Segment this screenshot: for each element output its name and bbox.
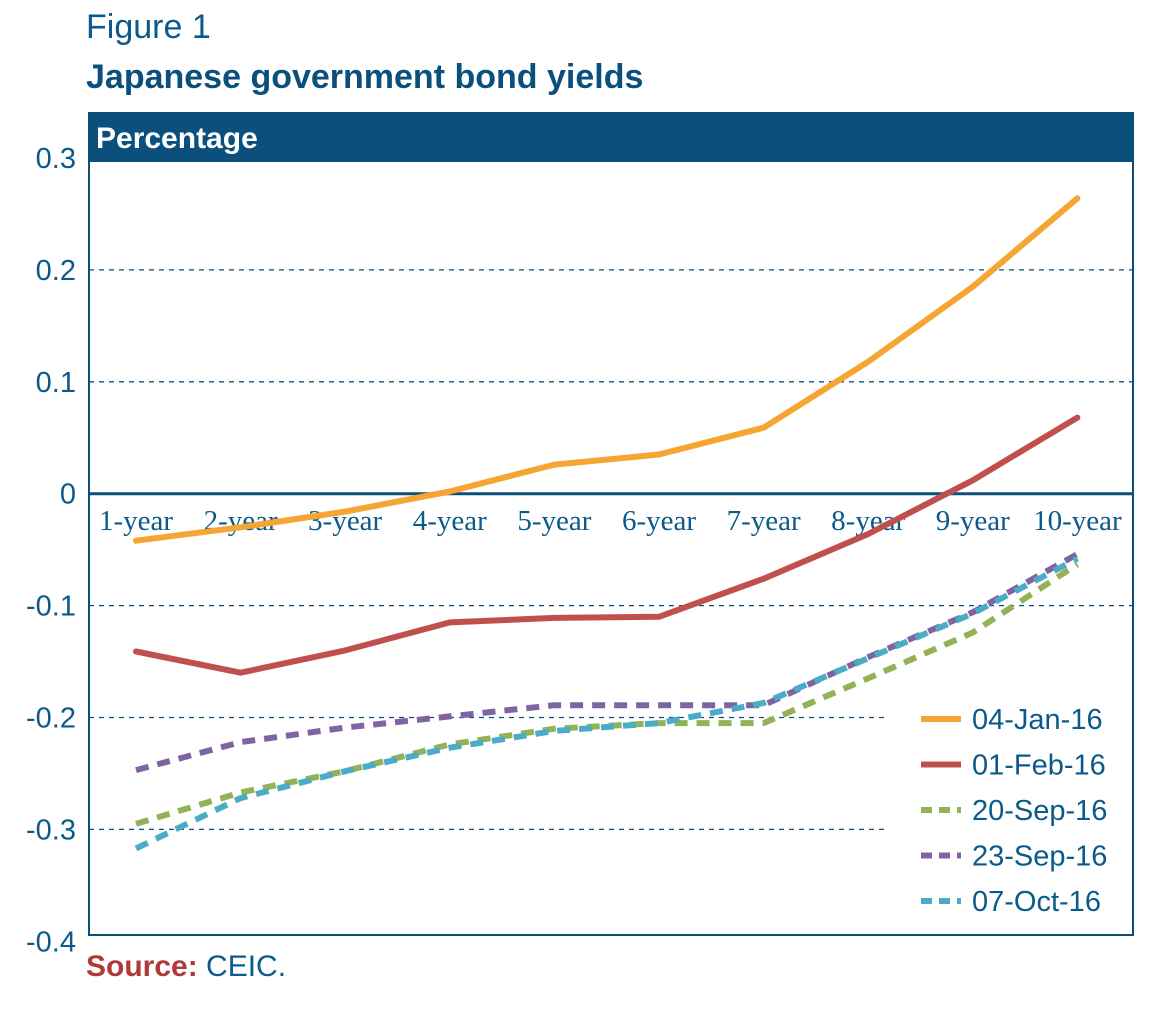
y-tick-label: 0.1	[36, 367, 76, 399]
legend-label: 23-Sep-16	[972, 841, 1107, 873]
series-line	[133, 195, 1081, 544]
x-ticks: 1-year 2-year 3-year 4-year 5-year 6-year 7-ye…	[99, 505, 1122, 537]
x-tick-label: 9-year	[936, 505, 1010, 537]
y-tick-label: 0	[60, 479, 76, 511]
source-label: Source:	[86, 950, 198, 983]
chart-title: Japanese government bond yields	[86, 58, 644, 96]
y-tick-label: 0.3	[36, 143, 76, 175]
y-axis-label: Percentage	[96, 122, 258, 155]
grid	[89, 269, 1133, 831]
legend-label: 20-Sep-16	[972, 795, 1107, 827]
y-tick-label: -0.1	[26, 591, 76, 623]
legend-label: 01-Feb-16	[972, 750, 1106, 782]
series-line	[135, 551, 1079, 773]
figure-label: Figure 1	[86, 8, 211, 46]
y-tick-label: -0.4	[26, 926, 76, 958]
source-note: Source: CEIC.	[86, 950, 286, 984]
x-tick-label: 1-year	[99, 505, 173, 537]
series-line	[135, 561, 1080, 827]
series-line	[134, 555, 1079, 852]
x-tick-label: 5-year	[517, 505, 591, 537]
x-tick-label: 4-year	[413, 505, 487, 537]
legend-label: 04-Jan-16	[972, 704, 1103, 736]
series-line	[133, 414, 1081, 676]
y-tick-label: -0.3	[26, 814, 76, 846]
series-lines	[133, 195, 1081, 852]
y-tick-label: 0.2	[36, 255, 76, 287]
y-ticks: 0.3 0.2 0.1 0 -0.1 -0.2 -0.3 -0.4	[26, 143, 76, 958]
y-tick-label: -0.2	[26, 703, 76, 735]
legend-label: 07-Oct-16	[972, 886, 1101, 918]
x-tick-label: 10-year	[1033, 505, 1122, 537]
x-tick-label: 7-year	[727, 505, 801, 537]
x-tick-label: 6-year	[622, 505, 696, 537]
legend: 04-Jan-16 01-Feb-16 20-Sep-16 23-Sep-16 07-O…	[921, 704, 1107, 918]
source-text: CEIC.	[197, 950, 287, 983]
header-bar	[89, 113, 1133, 162]
